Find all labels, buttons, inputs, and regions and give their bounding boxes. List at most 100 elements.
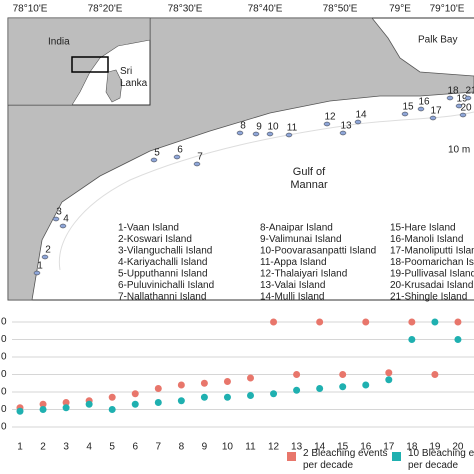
island: [339, 130, 347, 136]
island-legend-entry: 6-Puluvinichalli Island: [118, 280, 214, 291]
island-legend-entry: 8-Anaipar Island: [260, 223, 333, 234]
island: [401, 111, 409, 117]
longitude-label: 78°40'E: [248, 4, 283, 15]
island: [464, 95, 472, 101]
island-legend-entry: 17-Manoliputti Island: [390, 246, 474, 257]
dot: [62, 404, 70, 412]
island-number: 1: [37, 261, 43, 272]
dot: [385, 369, 393, 377]
island: [52, 216, 60, 222]
dot: [200, 393, 208, 401]
gulf-of-mannar-label: Gulf of Mannar: [290, 166, 328, 191]
dot: [131, 400, 139, 408]
island-number: 15: [402, 102, 414, 113]
x-tick-label: 11: [245, 442, 256, 453]
dot: [339, 383, 347, 391]
dot: [247, 374, 254, 382]
dot: [16, 407, 24, 415]
island: [252, 131, 260, 137]
longitude-label: 78°50'E: [323, 4, 358, 15]
dot: [154, 385, 162, 392]
dot: [408, 318, 416, 326]
dot: [108, 406, 116, 413]
dot: [431, 318, 439, 326]
dot: [62, 399, 70, 406]
island: [455, 103, 463, 109]
dot: [362, 381, 370, 389]
dot: [339, 371, 347, 378]
island: [59, 223, 67, 229]
island-legend-entry: 15-Hare Island: [390, 223, 456, 234]
dot: [408, 336, 416, 343]
island: [459, 112, 467, 118]
dot: [154, 399, 162, 406]
x-tick-label: 12: [268, 442, 280, 453]
island-legend-entry: 13-Valai Island: [260, 280, 325, 291]
y-tick-label: 0: [1, 317, 7, 328]
longitude-label: 79°E: [389, 4, 411, 15]
inset-sri-lanka-label: Sri Lanka: [120, 66, 148, 89]
dot: [362, 318, 370, 326]
longitude-label: 78°20'E: [88, 4, 123, 15]
x-tick-label: 14: [314, 442, 326, 453]
x-tick-label: 7: [156, 442, 162, 453]
x-tick-label: 5: [109, 442, 115, 453]
island-number: 3: [56, 207, 62, 218]
dot: [293, 371, 301, 378]
x-tick-label: 6: [132, 442, 138, 453]
island-legend-entry: 5-Upputhanni Island: [118, 269, 208, 280]
legend-label: 10 Bleaching events per decade: [408, 448, 474, 471]
x-tick-label: 13: [291, 442, 303, 453]
y-tick-label: 0: [1, 334, 7, 345]
dot: [270, 390, 278, 398]
longitude-label: 78°30'E: [168, 4, 203, 15]
longitude-label: 78°10'E: [13, 4, 48, 15]
island-number: 19: [456, 94, 468, 105]
island-legend-entry: 18-Poomarichan Island: [390, 257, 474, 268]
island-legend-entry: 11-Appa Island: [260, 257, 327, 268]
x-tick-label: 8: [179, 442, 185, 453]
x-tick-label: 16: [360, 442, 372, 453]
island-legend-entry: 10-Poovarasanpatti Island: [260, 246, 376, 257]
dot: [177, 397, 185, 405]
y-tick-label: 0: [1, 422, 7, 433]
island: [354, 119, 362, 125]
island: [193, 161, 201, 167]
x-tick-label: 17: [383, 442, 395, 453]
island-legend-entry: 19-Pullivasal Island: [390, 269, 474, 280]
island-number: 5: [154, 148, 160, 159]
island-number: 8: [240, 121, 246, 132]
dot: [270, 318, 278, 326]
island-number: 11: [287, 123, 298, 134]
dot: [131, 390, 139, 398]
x-tick-label: 10: [222, 442, 234, 453]
island-number: 21: [465, 86, 474, 97]
island-number: 17: [430, 106, 442, 117]
island-number: 18: [447, 86, 459, 97]
dot: [431, 371, 439, 378]
legend-swatch: [392, 452, 401, 461]
island-legend-entry: 20-Krusadai Island: [390, 280, 473, 291]
depth-label: 10 m: [448, 145, 470, 156]
depth-contour: [58, 111, 474, 271]
x-tick-label: 9: [202, 442, 208, 453]
dot: [454, 318, 462, 326]
island: [236, 130, 244, 136]
island-number: 4: [63, 214, 69, 225]
dot: [454, 336, 462, 343]
dot: [293, 386, 301, 394]
x-tick-label: 3: [63, 442, 69, 453]
palk-bay-label: Palk Bay: [418, 35, 457, 46]
island-legend-entry: 16-Manoli Island: [390, 234, 463, 245]
island: [446, 95, 454, 101]
x-tick-label: 15: [337, 442, 349, 453]
x-tick-label: 18: [406, 442, 418, 453]
island: [41, 254, 49, 260]
dot: [385, 376, 393, 384]
dot: [223, 378, 231, 385]
island-legend-entry: 1-Vaan Island: [118, 223, 179, 234]
dot: [247, 392, 254, 399]
dot: [223, 393, 231, 401]
